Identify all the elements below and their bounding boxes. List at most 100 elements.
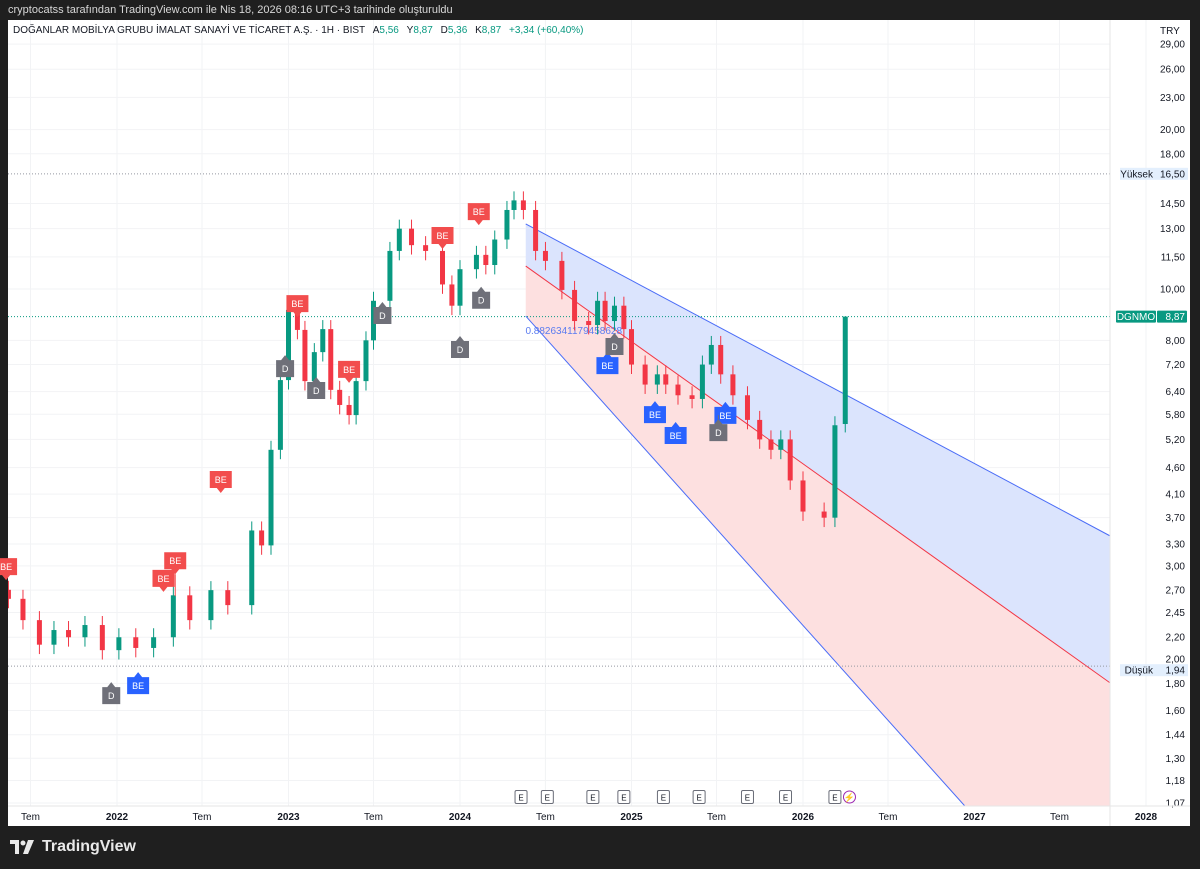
- price-tick: 18,00: [1160, 149, 1185, 160]
- close-label: K: [475, 25, 482, 36]
- candle-body: [730, 374, 736, 396]
- price-tick: 4,60: [1166, 463, 1186, 474]
- marker-shape: [643, 401, 666, 424]
- time-tick: 2028: [1135, 812, 1158, 823]
- candle-body: [277, 380, 283, 450]
- tradingview-logo-icon: [10, 840, 34, 854]
- be-marker-buy: BE: [596, 352, 619, 375]
- marker-label: BE: [437, 231, 449, 241]
- marker-shape: [127, 672, 150, 695]
- candle: [483, 245, 489, 275]
- candle-body: [353, 381, 359, 416]
- candle-body: [572, 289, 578, 322]
- candle: [277, 371, 283, 460]
- price-tick: 10,00: [1160, 285, 1185, 296]
- price-tick: 1,30: [1166, 754, 1186, 765]
- channel-upper-line: [525, 223, 1110, 537]
- earnings-event: E: [540, 790, 554, 804]
- candle-body: [208, 590, 214, 621]
- candle: [225, 581, 231, 615]
- time-axis: Tem 2022 Tem 2023 Tem 2024 Tem 2025 Tem 2026 Tem 20…: [8, 805, 1190, 823]
- marker-shape: [664, 421, 687, 444]
- candle-body: [423, 245, 429, 251]
- marker-label: BE: [157, 574, 169, 584]
- be-marker-sell: BE: [431, 226, 454, 249]
- tradingview-logo[interactable]: TradingView: [10, 838, 136, 856]
- marker-shape: [152, 569, 175, 592]
- time-tick: 2025: [620, 812, 643, 823]
- price-tick: 11,50: [1161, 252, 1186, 263]
- price-tick: 3,30: [1166, 539, 1186, 550]
- candle-body: [778, 439, 784, 450]
- price-tick: 13,00: [1160, 224, 1185, 235]
- candle-body: [286, 309, 291, 381]
- marker-shape: [596, 352, 619, 375]
- earnings-event-box: [692, 790, 706, 804]
- candle-body: [66, 630, 72, 638]
- d-marker: D: [373, 302, 392, 325]
- candle-body: [187, 595, 193, 621]
- d-marker: D: [472, 286, 491, 309]
- earnings-event-label: E: [832, 794, 837, 803]
- candle-body: [82, 625, 88, 638]
- candle: [832, 416, 838, 528]
- earnings-event-label: E: [696, 794, 701, 803]
- price-tick: 23,00: [1160, 93, 1185, 104]
- currency-label[interactable]: TRY: [1160, 26, 1180, 37]
- candle: [387, 241, 393, 311]
- low-value: 5,36: [447, 25, 468, 36]
- candle-body: [133, 637, 139, 648]
- candle-body: [449, 284, 455, 306]
- price-tick: 2,00: [1166, 655, 1186, 666]
- d-marker: D: [605, 332, 624, 355]
- split-event-circle: [842, 790, 856, 804]
- marker-label: D: [478, 296, 485, 306]
- price-tick: 1,44: [1166, 730, 1186, 741]
- be-marker-sell: BE: [0, 558, 18, 581]
- candles: [8, 191, 848, 660]
- candle: [611, 296, 617, 331]
- d-marker: D: [102, 682, 121, 705]
- earnings-event: E: [617, 790, 631, 804]
- marker-label: D: [282, 364, 289, 374]
- candle: [151, 628, 157, 658]
- candle-body: [821, 511, 827, 518]
- price-tick: 20,00: [1160, 125, 1185, 136]
- candle: [249, 521, 255, 615]
- be-marker-buy: BE: [714, 401, 737, 424]
- time-tick: 2026: [792, 812, 815, 823]
- marker-shape: [709, 419, 728, 442]
- candle: [449, 275, 455, 316]
- candle-body: [800, 480, 806, 512]
- earnings-event-box: [617, 790, 631, 804]
- be-marker-buy: BE: [664, 421, 687, 444]
- marker-label: BE: [473, 207, 485, 217]
- earnings-event-label: E: [518, 794, 523, 803]
- channel-deviation-label: 0.8826341179458628: [525, 326, 622, 337]
- price-tick: 2,20: [1166, 633, 1186, 644]
- candle: [699, 355, 705, 409]
- be-marker-buy: BE: [643, 401, 666, 424]
- candle-body: [595, 300, 601, 326]
- candle-body: [629, 329, 634, 365]
- price-tick: 5,20: [1166, 435, 1186, 446]
- marker-label: BE: [649, 410, 661, 420]
- split-event: ⚡: [842, 790, 856, 804]
- candle-body: [699, 364, 705, 399]
- candle: [787, 430, 793, 490]
- earnings-event-box: [586, 790, 600, 804]
- price-axis: 29,00 26,00 23,00 20,00 18,00 14,50 13,00 11,50…: [1109, 20, 1188, 826]
- candle: [116, 628, 122, 660]
- candle-body: [757, 419, 763, 440]
- price-tick: 1,60: [1166, 706, 1186, 717]
- candle-body: [718, 344, 724, 375]
- candle-body: [311, 352, 317, 382]
- be-marker-buy: BE: [127, 672, 150, 695]
- candle: [504, 200, 510, 249]
- candle: [51, 621, 57, 655]
- be-marker-sell: BE: [164, 552, 187, 597]
- channel-lower-fill: [525, 266, 1110, 806]
- time-tick: 2022: [106, 812, 129, 823]
- candle-body: [559, 260, 565, 290]
